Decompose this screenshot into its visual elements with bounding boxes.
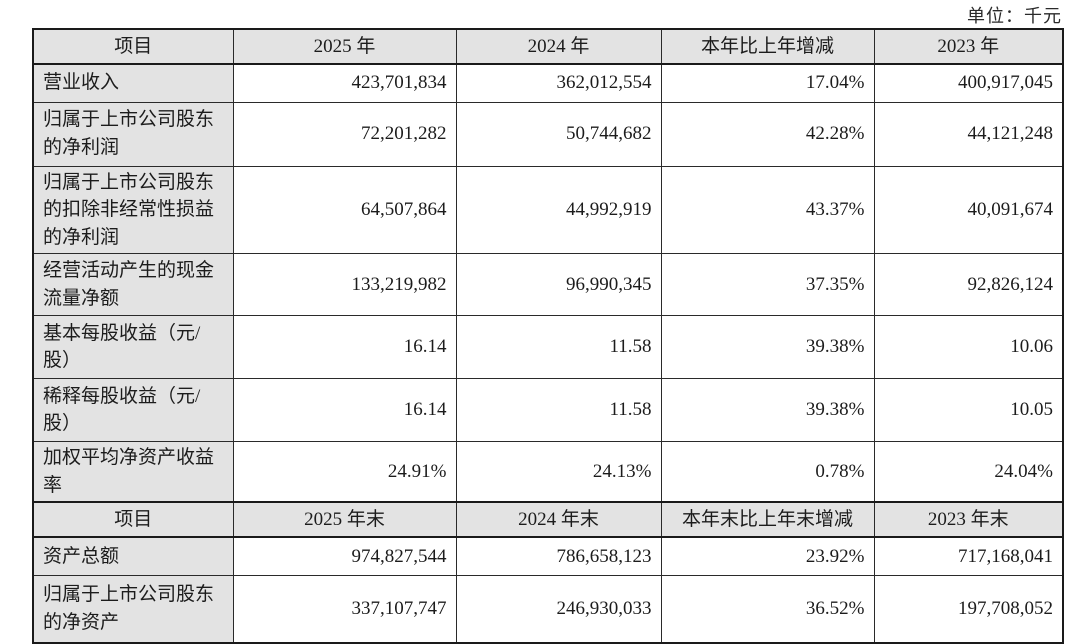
- row-label: 归属于上市公司股东的净利润: [32, 101, 234, 167]
- col-header: 本年末比上年末增减: [660, 501, 875, 539]
- cell-value: 0.78%: [660, 441, 875, 503]
- col-header: 本年比上年增减: [660, 28, 875, 65]
- cell-value: 50,744,682: [455, 101, 662, 167]
- table-row: 基本每股收益（元/股） 16.14 11.58 39.38% 10.06: [32, 315, 1064, 380]
- cell-value: 43.37%: [660, 165, 875, 255]
- cell-value: 42.28%: [660, 101, 875, 167]
- col-header: 2023 年: [873, 28, 1064, 65]
- row-label: 归属于上市公司股东的扣除非经常性损益的净利润: [32, 165, 234, 255]
- cell-value: 423,701,834: [232, 63, 457, 103]
- col-header: 2025 年: [232, 28, 457, 65]
- cell-value: 44,992,919: [455, 165, 662, 255]
- cell-value: 92,826,124: [873, 253, 1064, 317]
- row-label: 资产总额: [32, 536, 234, 576]
- cell-value: 17.04%: [660, 63, 875, 103]
- cell-value: 16.14: [232, 315, 457, 380]
- cell-value: 72,201,282: [232, 101, 457, 167]
- cell-value: 10.05: [873, 378, 1064, 443]
- col-header: 2023 年末: [873, 501, 1064, 539]
- cell-value: 39.38%: [660, 378, 875, 443]
- cell-value: 337,107,747: [232, 574, 457, 644]
- table-row: 稀释每股收益（元/股） 16.14 11.58 39.38% 10.05: [32, 378, 1064, 443]
- cell-value: 23.92%: [660, 536, 875, 576]
- table-row: 归属于上市公司股东的净资产 337,107,747 246,930,033 36…: [32, 574, 1064, 644]
- table-row: 归属于上市公司股东的扣除非经常性损益的净利润 64,507,864 44,992…: [32, 165, 1064, 255]
- row-label: 经营活动产生的现金流量净额: [32, 253, 234, 317]
- cell-value: 197,708,052: [873, 574, 1064, 644]
- cell-value: 24.13%: [455, 441, 662, 503]
- cell-value: 24.91%: [232, 441, 457, 503]
- cell-value: 717,168,041: [873, 536, 1064, 576]
- row-label: 稀释每股收益（元/股）: [32, 378, 234, 443]
- cell-value: 974,827,544: [232, 536, 457, 576]
- cell-value: 64,507,864: [232, 165, 457, 255]
- table-row: 经营活动产生的现金流量净额 133,219,982 96,990,345 37.…: [32, 253, 1064, 317]
- table-row: 归属于上市公司股东的净利润 72,201,282 50,744,682 42.2…: [32, 101, 1064, 167]
- col-header: 项目: [32, 28, 234, 65]
- table-row: 资产总额 974,827,544 786,658,123 23.92% 717,…: [32, 536, 1064, 576]
- financial-summary-table: 项目 2025 年 2024 年 本年比上年增减 2023 年 营业收入 423…: [32, 28, 1064, 644]
- row-label: 营业收入: [32, 63, 234, 103]
- cell-value: 37.35%: [660, 253, 875, 317]
- col-header: 2024 年: [455, 28, 662, 65]
- col-header: 项目: [32, 501, 234, 539]
- unit-label: 单位：千元: [967, 6, 1062, 26]
- cell-value: 133,219,982: [232, 253, 457, 317]
- cell-value: 362,012,554: [455, 63, 662, 103]
- cell-value: 44,121,248: [873, 101, 1064, 167]
- table-row: 营业收入 423,701,834 362,012,554 17.04% 400,…: [32, 63, 1064, 103]
- cell-value: 11.58: [455, 378, 662, 443]
- cell-value: 11.58: [455, 315, 662, 380]
- cell-value: 36.52%: [660, 574, 875, 644]
- row-label: 基本每股收益（元/股）: [32, 315, 234, 380]
- col-header: 2024 年末: [455, 501, 662, 539]
- cell-value: 96,990,345: [455, 253, 662, 317]
- cell-value: 10.06: [873, 315, 1064, 380]
- cell-value: 24.04%: [873, 441, 1064, 503]
- table-header-row: 项目 2025 年 2024 年 本年比上年增减 2023 年: [32, 28, 1064, 65]
- row-label: 归属于上市公司股东的净资产: [32, 574, 234, 644]
- col-header: 2025 年末: [232, 501, 457, 539]
- cell-value: 16.14: [232, 378, 457, 443]
- row-label: 加权平均净资产收益率: [32, 441, 234, 503]
- cell-value: 40,091,674: [873, 165, 1064, 255]
- cell-value: 786,658,123: [455, 536, 662, 576]
- cell-value: 246,930,033: [455, 574, 662, 644]
- table-header-row: 项目 2025 年末 2024 年末 本年末比上年末增减 2023 年末: [32, 501, 1064, 539]
- cell-value: 39.38%: [660, 315, 875, 380]
- cell-value: 400,917,045: [873, 63, 1064, 103]
- table-row: 加权平均净资产收益率 24.91% 24.13% 0.78% 24.04%: [32, 441, 1064, 503]
